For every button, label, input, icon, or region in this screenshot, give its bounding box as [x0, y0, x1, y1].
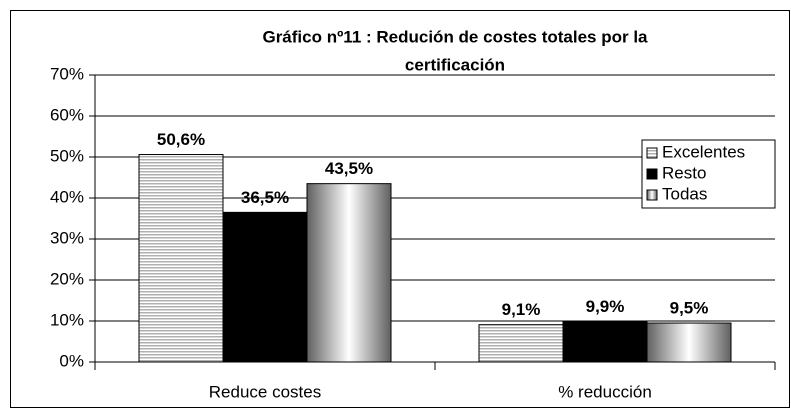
legend-swatch	[646, 147, 658, 159]
value-label: 9,9%	[586, 297, 625, 316]
y-tick-label: 10%	[50, 310, 84, 329]
legend-swatch	[646, 189, 658, 201]
value-label: 50,6%	[157, 130, 205, 149]
chart-title: certificación	[405, 55, 505, 74]
legend-box	[641, 139, 776, 209]
bar	[138, 154, 224, 363]
bar	[478, 324, 564, 363]
value-label: 43,5%	[325, 159, 373, 178]
legend-label: Resto	[662, 163, 706, 182]
x-tick-label: % reducción	[558, 382, 652, 401]
y-tick-label: 20%	[50, 269, 84, 288]
y-tick-label: 0%	[59, 351, 84, 370]
y-tick-label: 70%	[50, 64, 84, 83]
chart-title: Gráfico nº11 : Redución de costes totale…	[262, 27, 648, 46]
x-tick-label: Reduce costes	[209, 382, 321, 401]
value-label: 9,5%	[670, 299, 709, 318]
y-tick-label: 40%	[50, 187, 84, 206]
bar	[646, 322, 732, 363]
bar	[222, 211, 308, 363]
value-label: 36,5%	[241, 188, 289, 207]
bar	[306, 183, 392, 363]
bar	[562, 320, 648, 363]
value-label: 9,1%	[502, 300, 541, 319]
y-tick-label: 30%	[50, 228, 84, 247]
legend-swatch	[646, 168, 658, 180]
y-tick-label: 60%	[50, 105, 84, 124]
legend-label: Todas	[662, 184, 707, 203]
legend-label: Excelentes	[662, 142, 745, 161]
y-tick-label: 50%	[50, 146, 84, 165]
